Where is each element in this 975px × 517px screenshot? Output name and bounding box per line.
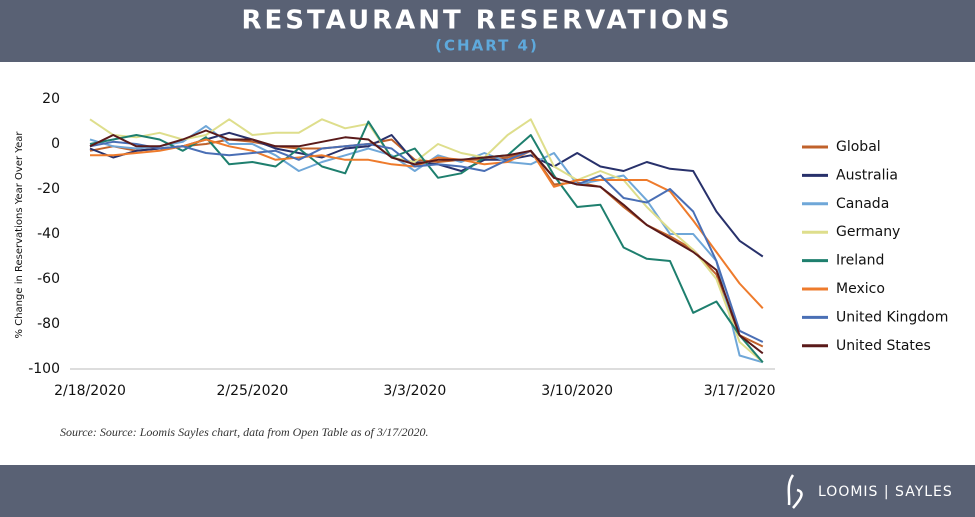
series-line	[89, 120, 764, 363]
y-tick-label: 20	[42, 91, 60, 107]
y-tick-label: -20	[37, 181, 60, 197]
legend-label: Canada	[836, 196, 889, 212]
y-tick-label: 0	[51, 136, 60, 152]
header-band	[0, 0, 975, 62]
legend-label: Australia	[836, 167, 898, 183]
legend-label: United Kingdom	[836, 309, 948, 325]
source-note: Source: Source: Loomis Sayles chart, dat…	[60, 425, 429, 439]
legend-label: Ireland	[836, 253, 884, 269]
x-tick-label: 2/18/2020	[54, 383, 126, 399]
logo-mark	[787, 474, 803, 509]
series-line	[89, 140, 764, 343]
x-tick-label: 3/17/2020	[704, 383, 776, 399]
y-tick-label: -40	[37, 226, 60, 242]
series-line	[89, 138, 764, 348]
y-axis-label: % Change in Reservations Year Over Year	[14, 131, 25, 339]
y-tick-label: -100	[28, 361, 60, 377]
y-tick-label: -60	[37, 271, 60, 287]
footer-band	[0, 465, 975, 517]
legend-label: United States	[836, 338, 931, 354]
legend-label: Germany	[836, 224, 900, 240]
legend-label: Global	[836, 139, 881, 155]
chart-subtitle: (CHART 4)	[435, 37, 539, 55]
x-tick-label: 3/10/2020	[541, 383, 613, 399]
x-tick-label: 2/25/2020	[217, 383, 289, 399]
x-tick-label: 3/3/2020	[383, 383, 446, 399]
y-tick-label: -80	[37, 316, 60, 332]
series-line	[89, 129, 764, 355]
legend-label: Mexico	[836, 281, 885, 297]
series-line	[89, 118, 764, 364]
brand-name: LOOMIS | SAYLES	[818, 484, 953, 500]
chart-title: RESTAURANT RESERVATIONS	[241, 6, 732, 36]
